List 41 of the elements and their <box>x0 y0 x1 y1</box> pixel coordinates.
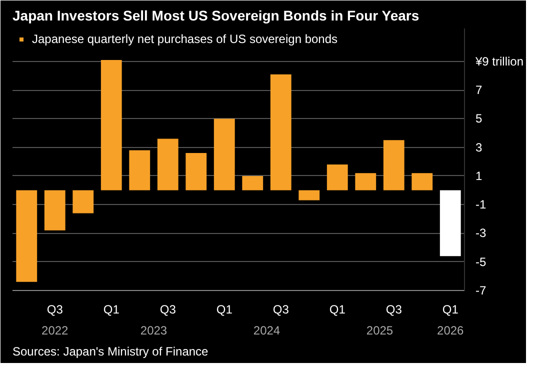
x-tick-label: Q1 <box>442 302 459 316</box>
bar <box>16 190 38 282</box>
text: 2024 <box>253 324 280 338</box>
x-tick-label: Q3 <box>386 302 402 316</box>
bar <box>44 190 66 230</box>
x-tick-label: Q1 <box>329 302 346 316</box>
bar <box>72 190 94 214</box>
x-tick-label: Q3 <box>46 302 64 316</box>
bar <box>440 190 461 256</box>
source-note: Sources: Japan's Ministry of Finance <box>12 344 209 358</box>
x-tick-label: Q1 <box>103 302 120 316</box>
x-tick-label: Q3 <box>272 302 290 316</box>
bar <box>326 164 348 190</box>
bar <box>298 190 320 200</box>
chart-title: Japan Investors Sell Most US Sovereign Bonds in Four Years <box>12 8 420 24</box>
bar <box>186 153 207 190</box>
x-tick-label: Q1 <box>216 302 233 316</box>
text: 2022 <box>42 324 69 338</box>
bar <box>242 176 264 190</box>
legend-label: Japanese quarterly net purchases of US sovereign bonds <box>32 32 338 46</box>
bar <box>412 173 433 190</box>
y-tick-label: -3 <box>476 226 486 240</box>
text: 2025 <box>366 324 394 338</box>
bar <box>100 60 122 190</box>
bar <box>383 140 404 190</box>
text: 2023 <box>140 324 168 338</box>
y-tick-label: -1 <box>476 198 486 212</box>
bar <box>270 74 292 190</box>
y-tick-label: 1 <box>476 168 482 183</box>
x-tick-label: Q3 <box>160 302 176 316</box>
bar <box>355 173 376 190</box>
y-tick-label: -7 <box>476 284 486 298</box>
bar <box>214 118 235 190</box>
y-tick-label: 3 <box>476 140 482 154</box>
bar <box>129 150 150 190</box>
y-tick-label: 7 <box>476 83 482 98</box>
y-tick-label: ¥9 trillion <box>474 54 524 68</box>
text: 2026 <box>437 324 464 338</box>
y-tick-label: 5 <box>476 112 482 126</box>
bar <box>157 138 178 190</box>
y-tick-label: -5 <box>476 254 486 269</box>
